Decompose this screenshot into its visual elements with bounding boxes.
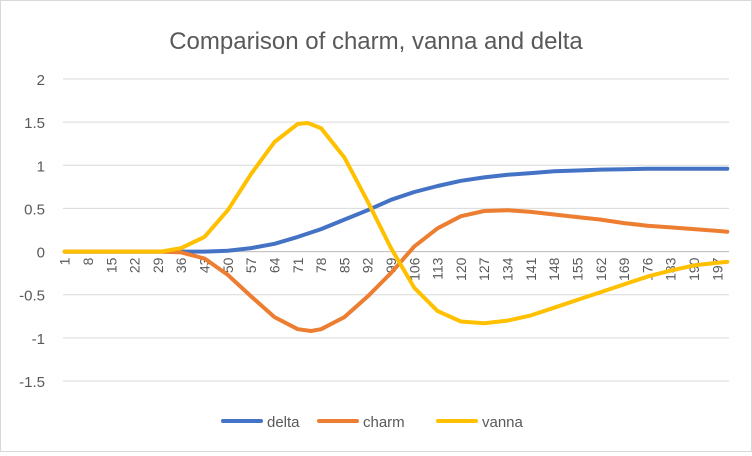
x-tick-label: 8 <box>80 257 96 265</box>
y-tick-label: 0.5 <box>24 201 45 218</box>
legend-label-charm: charm <box>363 414 405 431</box>
x-tick-label: 50 <box>220 257 236 273</box>
legend-label-vanna: vanna <box>482 414 524 431</box>
x-tick-label: 29 <box>150 257 166 273</box>
y-tick-label: -1 <box>32 331 45 348</box>
x-tick-label: 92 <box>360 257 376 273</box>
x-tick-label: 64 <box>266 257 282 273</box>
legend-label-delta: delta <box>267 414 300 431</box>
x-tick-label: 78 <box>313 257 329 273</box>
y-tick-label: 1 <box>37 158 45 175</box>
series-line-vanna <box>62 121 730 326</box>
series-line-delta <box>62 166 730 254</box>
x-tick-label: 113 <box>430 257 446 280</box>
y-tick-label: -0.5 <box>19 288 45 305</box>
x-axis: 1 8 15 22 29 36 43 50 57 64 71 78 85 92 99 106 113 120 127… <box>57 251 729 281</box>
x-tick-label: 120 <box>453 257 469 281</box>
chart-title: Comparison of charm, vanna and delta <box>169 28 583 55</box>
x-tick-label: 85 <box>336 257 352 273</box>
x-tick-label: 1 <box>57 257 73 265</box>
x-tick-label: 57 <box>243 257 259 273</box>
gridlines <box>63 78 729 382</box>
x-tick-label: 190 <box>686 257 702 281</box>
x-tick-label: 169 <box>616 257 632 281</box>
x-tick-label: 155 <box>569 257 585 281</box>
x-tick-label: 15 <box>103 257 119 273</box>
x-tick-label: 134 <box>500 257 516 281</box>
x-tick-label: 127 <box>476 257 492 281</box>
x-tick-label: 148 <box>546 257 562 281</box>
y-tick-label: -1.5 <box>19 374 45 391</box>
x-tick-label: 141 <box>523 257 539 281</box>
y-axis: -1.5 -1 -0.5 0 0.5 1 1.5 2 <box>19 72 45 391</box>
x-tick-label: 106 <box>406 257 422 281</box>
series-lines <box>62 121 730 333</box>
y-tick-label: 1.5 <box>24 115 45 132</box>
y-tick-label: 0 <box>37 245 45 262</box>
y-tick-label: 2 <box>37 72 45 89</box>
x-tick-label: 71 <box>290 257 306 273</box>
x-tick-label: 22 <box>127 257 143 273</box>
legend: delta charm vanna <box>221 414 524 431</box>
series-line-charm <box>62 208 730 333</box>
x-tick-label: 36 <box>173 257 189 273</box>
x-tick-label: 162 <box>593 257 609 281</box>
